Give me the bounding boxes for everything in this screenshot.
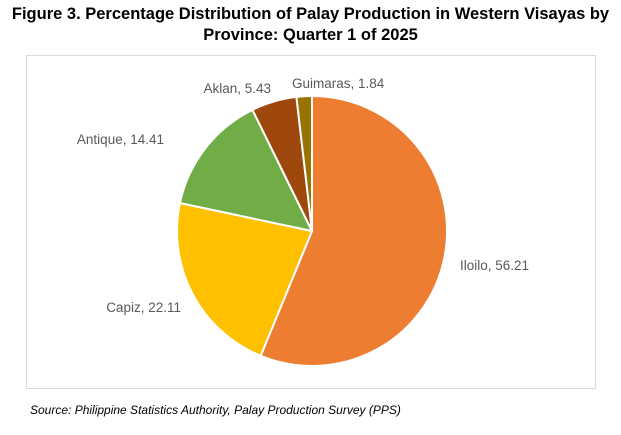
pie-slice-guimaras [295, 95, 313, 232]
chart-title: Figure 3. Percentage Distribution of Pal… [0, 4, 621, 46]
data-label-guimaras: Guimaras, 1.84 [292, 76, 385, 91]
pie-slice-iloilo [259, 95, 448, 367]
chart-title-line-1: Figure 3. Percentage Distribution of Pal… [11, 5, 610, 23]
chart-area: Iloilo, 56.21 Capiz, 22.11 Antique, 14.41 A… [26, 55, 596, 389]
data-label-antique: Antique, 14.41 [77, 132, 164, 147]
data-label-aklan: Aklan, 5.43 [203, 81, 271, 96]
pie-chart: Iloilo, 56.21 Capiz, 22.11 Antique, 14.41 A… [77, 76, 529, 367]
source-note: Source: Philippine Statistics Authority,… [30, 403, 401, 417]
pie-slice-capiz [176, 202, 313, 357]
chart-title-line-2: Province: Quarter 1 of 2025 [203, 26, 418, 44]
pie-slice-antique [178, 108, 313, 232]
data-label-capiz: Capiz, 22.11 [106, 300, 181, 315]
data-label-iloilo: Iloilo, 56.21 [460, 258, 529, 273]
